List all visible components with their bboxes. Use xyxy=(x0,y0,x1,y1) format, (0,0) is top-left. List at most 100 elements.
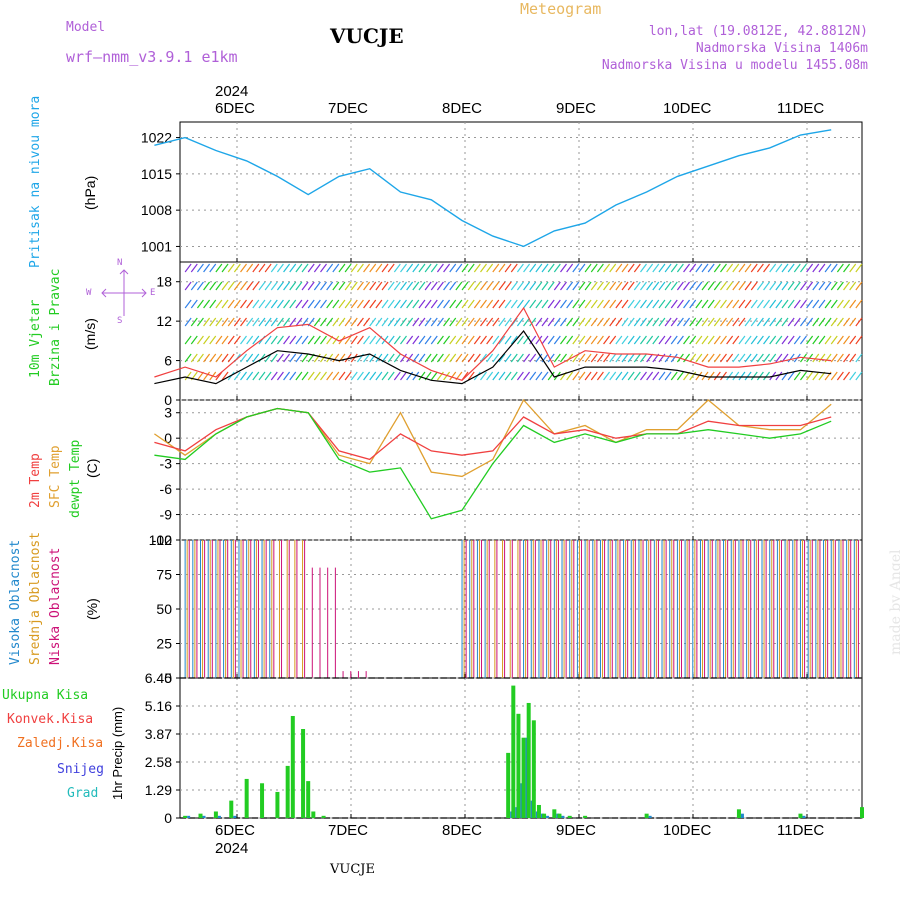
wind-arrow xyxy=(664,371,672,381)
wind-arrow xyxy=(418,263,426,273)
wind-arrow xyxy=(793,371,801,381)
precip-grad-bar xyxy=(802,815,806,818)
wind-arrow xyxy=(430,335,438,345)
wind-arrow xyxy=(295,371,303,381)
wind-arrow xyxy=(621,371,629,381)
wind-arrow xyxy=(387,317,395,327)
wind-arrow xyxy=(436,299,444,309)
wind-arrow xyxy=(467,371,475,381)
wind-arrow xyxy=(578,263,586,273)
wind-arrow xyxy=(769,353,777,363)
wind-arrow xyxy=(203,317,211,327)
wind-arrow xyxy=(615,263,623,273)
wind-arrow xyxy=(215,317,223,327)
day-label: 8DEC xyxy=(442,822,483,839)
wind-arrow xyxy=(326,371,334,381)
wind-arrow xyxy=(701,263,709,273)
wind-arrow xyxy=(320,317,327,327)
legend-total: Ukupna Kisa xyxy=(2,688,89,703)
wind-arrow xyxy=(381,281,389,291)
wind-arrow xyxy=(683,335,691,345)
wind-arrow xyxy=(560,263,567,273)
wind-arrow xyxy=(719,317,727,327)
wind-arrow xyxy=(209,353,217,363)
wind-arrow xyxy=(498,371,506,381)
wind-arrow xyxy=(756,371,764,381)
wind-arrow xyxy=(572,335,580,345)
wind-arrow xyxy=(196,353,204,363)
wind-arrow xyxy=(553,263,561,273)
wind-arrow xyxy=(473,299,481,309)
wind-arrow xyxy=(547,299,555,309)
wind-arrow xyxy=(726,353,734,363)
wind-arrow xyxy=(812,281,820,291)
wind-arrow xyxy=(806,371,814,381)
wind-arrow xyxy=(233,335,241,345)
wind-arrow xyxy=(763,371,771,381)
wind-arrow xyxy=(486,281,494,291)
wind-arrow xyxy=(381,263,389,273)
wind-arrow xyxy=(541,335,549,345)
wind-arrow xyxy=(252,317,260,327)
wind-arrow xyxy=(633,317,641,327)
wind-arrow xyxy=(313,281,321,291)
wind-arrow xyxy=(670,317,678,327)
wind-arrow xyxy=(646,263,654,273)
wind-arrow xyxy=(627,263,635,273)
precip-total-bar xyxy=(506,752,511,818)
wind-arrow xyxy=(492,353,500,363)
wind-arrow xyxy=(184,299,192,309)
wind-arrow xyxy=(332,299,340,309)
wind-arrow xyxy=(344,299,352,309)
wind-arrow xyxy=(424,353,432,363)
wind-arrow xyxy=(190,281,198,291)
wind-arrow xyxy=(787,335,795,345)
wind-arrow xyxy=(313,371,321,381)
wind-arrow xyxy=(320,371,327,381)
wind-arrow xyxy=(553,299,561,309)
wind-arrow xyxy=(196,335,204,345)
wind-arrow xyxy=(369,317,377,327)
wind-arrow xyxy=(295,263,303,273)
wind-arrow xyxy=(326,317,334,327)
precip-tick-label: 3.87 xyxy=(145,726,172,742)
wind-arrow xyxy=(609,353,617,363)
wind-arrow xyxy=(246,317,254,327)
wind-arrow xyxy=(566,317,574,327)
wind-arrow xyxy=(400,317,407,327)
temp-tick-label: -12 xyxy=(152,532,172,548)
wind-arrow xyxy=(639,353,647,363)
wind-arrow xyxy=(240,353,247,363)
wind-arrow xyxy=(289,335,297,345)
wind-arrow xyxy=(590,353,598,363)
wind-arrow xyxy=(264,371,272,381)
wind-arrow xyxy=(713,299,721,309)
wind-arrow xyxy=(320,263,327,273)
wind-arrow xyxy=(326,263,334,273)
wind-arrow xyxy=(843,299,851,309)
compass-s: S xyxy=(117,316,123,326)
wind-arrow xyxy=(787,263,795,273)
wind-arrow xyxy=(498,299,506,309)
wind-arrow xyxy=(313,353,321,363)
wind-arrow xyxy=(627,335,635,345)
wind-arrow xyxy=(855,371,863,381)
panel-frame xyxy=(179,399,863,541)
wind-arrow xyxy=(449,353,457,363)
wind-arrow xyxy=(836,371,844,381)
wind-arrow xyxy=(836,335,844,345)
wind-arrow xyxy=(529,317,537,327)
wind-arrow xyxy=(381,299,389,309)
precip-total-bar xyxy=(301,729,306,818)
wind-arrow xyxy=(713,317,721,327)
wind-arrow xyxy=(818,281,826,291)
wind-arrow xyxy=(578,317,586,327)
wind-arrow xyxy=(695,317,703,327)
wind-arrow xyxy=(756,335,764,345)
wind-arrow xyxy=(270,353,278,363)
wind-arrow xyxy=(603,281,611,291)
wind-arrow xyxy=(480,299,487,309)
wind-arrow xyxy=(615,353,623,363)
legend-grad: Grad xyxy=(67,786,99,801)
precip-total-bar xyxy=(290,715,295,818)
